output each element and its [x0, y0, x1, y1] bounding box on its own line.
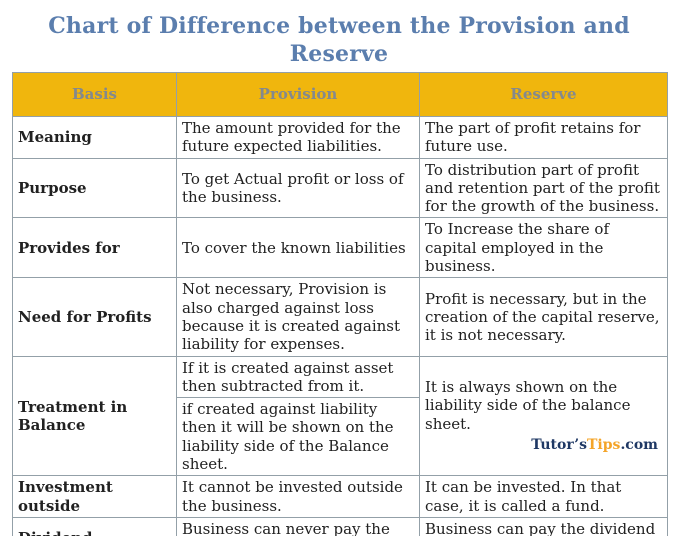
basis-cell: Investment outside	[12, 475, 177, 518]
header-basis: Basis	[12, 72, 177, 117]
table-row-need-for-profits: Need for Profits Not necessary, Provisio…	[12, 277, 668, 357]
reserve-cell: Business can pay the dividend out of the…	[419, 516, 668, 536]
reserve-cell: To Increase the share of capital employe…	[419, 217, 668, 279]
provision-cell: It cannot be invested outside the busine…	[176, 475, 420, 518]
table-row-treatment-in-balance-part2: if created against liability then it wil…	[13, 397, 668, 477]
page-title: Chart of Difference between the Provisio…	[48, 13, 630, 67]
table-row-treatment-in-balance: Treatment in Balance If it is created ag…	[12, 355, 668, 477]
watermark-part1: Tutor’s	[531, 436, 588, 453]
provision-cell: Not necessary, Provision is also charged…	[176, 277, 420, 357]
reserve-text: It is always shown on the liability side…	[425, 377, 631, 433]
basis-cell: Purpose	[12, 157, 177, 219]
header-reserve: Reserve	[419, 72, 668, 117]
comparison-table: Basis Provision Reserve Meaning The amou…	[12, 72, 668, 536]
basis-cell: Provides for	[12, 217, 177, 279]
provision-cell-part1: If it is created against asset then subt…	[176, 355, 420, 399]
provision-cell: To cover the known liabilities	[176, 217, 420, 279]
basis-cell: Treatment in Balance	[12, 355, 177, 477]
basis-cell: Dividend	[12, 516, 177, 536]
reserve-cell: The part of profit retains for future us…	[419, 116, 668, 159]
watermark-part3: .com	[620, 436, 658, 453]
watermark-part2: Tips	[587, 436, 621, 453]
reserve-cell: To distribution part of profit and reten…	[419, 157, 668, 219]
basis-cell: Need for Profits	[12, 277, 177, 357]
header-provision: Provision	[176, 72, 420, 117]
reserve-cell: Profit is necessary, but in the creation…	[419, 277, 668, 357]
table-row-provides-for: Provides for To cover the known liabilit…	[12, 217, 668, 279]
provision-cell: To get Actual profit or loss of the busi…	[176, 157, 420, 219]
reserve-cell: It is always shown on the liability side…	[419, 355, 668, 477]
reserve-cell: It can be invested. In that case, it is …	[419, 475, 668, 518]
basis-cell: Meaning	[12, 116, 177, 159]
watermark: Tutor’sTips.com	[425, 437, 662, 454]
provision-cell: Business can never pay the dividend out …	[176, 516, 420, 536]
table-row-dividend: Dividend Business can never pay the divi…	[12, 516, 668, 536]
provision-cell-part2: if created against liability then it wil…	[176, 397, 420, 477]
table-row-investment-outside: Investment outside It cannot be invested…	[12, 475, 668, 518]
table-row-purpose: Purpose To get Actual profit or loss of …	[12, 157, 668, 219]
header-row: Basis Provision Reserve	[12, 72, 668, 117]
provision-cell: The amount provided for the future expec…	[176, 116, 420, 159]
table-row-meaning: Meaning The amount provided for the futu…	[12, 116, 668, 159]
